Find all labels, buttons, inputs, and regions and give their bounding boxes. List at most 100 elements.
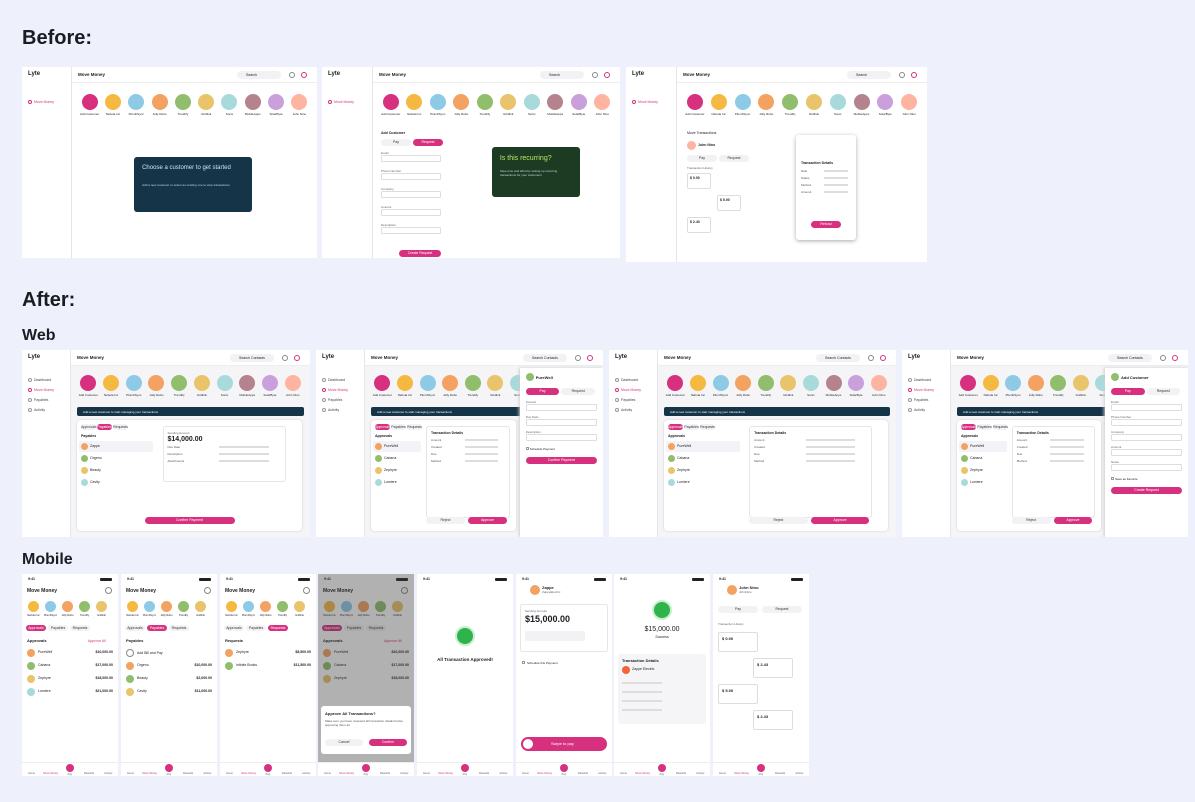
avatar-name: Trendify: [277, 614, 288, 617]
button: Approve: [467, 517, 507, 524]
list-name: PureWell: [384, 444, 399, 448]
screen: 9:41 Move Money Nebula Inc PlumbSync Jolly R…: [121, 574, 217, 776]
avatar: [382, 94, 399, 110]
check: [455, 626, 475, 646]
avatar: [570, 94, 587, 110]
detail-value: [464, 453, 499, 455]
heading: Web: [22, 327, 56, 344]
avatar-name: Add Customer: [685, 112, 705, 116]
avatar: [406, 94, 423, 110]
bubble-amount: $ 0.00: [722, 636, 734, 641]
banner-text: Add a new customer to start managing you…: [670, 409, 746, 414]
list-name: Lumiere: [38, 689, 51, 693]
button: Requests: [70, 625, 90, 631]
avatar: [375, 601, 386, 612]
list-heading: Requests: [225, 638, 244, 643]
avatar: [103, 375, 120, 391]
tab-item: Move Money: [635, 772, 651, 775]
button: Requests: [268, 625, 288, 631]
bubble: [687, 217, 711, 233]
tab-item: Activity: [598, 772, 607, 775]
nav-item: Dashboard: [914, 377, 932, 382]
pay-button: [560, 764, 568, 772]
avatar: [291, 94, 308, 110]
avatar: [171, 375, 188, 391]
avatar: [668, 443, 675, 450]
button: Payables: [97, 424, 112, 430]
search: Search: [540, 71, 584, 79]
search: Search Contacts: [523, 354, 567, 362]
status-icons: [594, 577, 606, 581]
avatar: [375, 455, 382, 462]
avatar-name: SolarByte: [263, 393, 277, 397]
avatar: [148, 375, 165, 391]
avatar: [81, 467, 88, 474]
receipt-value: [824, 170, 848, 172]
list-heading: Approvals: [668, 434, 686, 438]
avatar: [396, 375, 413, 391]
tab-item: Rewards: [774, 772, 786, 775]
receipt-status: Success: [655, 635, 669, 639]
bubble-amount: $ 2.43: [690, 220, 700, 224]
field-label: Due Date: [525, 415, 539, 419]
avatar-name: Add Customer: [80, 112, 100, 116]
tab-item: Move Money: [537, 772, 553, 775]
avatar-name: PlumbSync: [430, 112, 446, 116]
drawer-heading: PureWell: [535, 375, 553, 380]
button: Pay: [381, 139, 411, 146]
avatar: [734, 94, 751, 110]
avatar-name: Trendify: [177, 112, 189, 116]
receipt-value: [824, 177, 848, 179]
avatar-name: PlumbSync: [1005, 393, 1021, 397]
dialog: Approve All Transactions? Make sure you h…: [321, 706, 411, 754]
avatar-name: Nebula Inc: [225, 614, 238, 617]
avatar: [392, 601, 403, 612]
tab-item: Move Money: [241, 772, 257, 775]
avatar: [27, 688, 35, 696]
button: Approvals: [375, 424, 391, 430]
button: Payables: [147, 625, 167, 631]
tab-item: Pay: [265, 773, 271, 776]
icon: [294, 355, 300, 361]
page-title: Move Money: [27, 588, 58, 594]
tab-item: Rewards: [379, 772, 391, 775]
avatar: [27, 675, 35, 683]
tab-item: Home: [28, 772, 35, 775]
avatar: [782, 94, 799, 110]
form-heading: Add Customer: [381, 131, 406, 135]
tab-item: Home: [423, 772, 430, 775]
button: Requests: [993, 424, 1008, 430]
field-label: Phone Number: [1111, 415, 1132, 419]
drawer-heading: Add Customer: [1121, 375, 1149, 380]
avatar: [239, 375, 256, 391]
tab-item: Move Money: [438, 772, 454, 775]
detail-value: [219, 460, 269, 462]
tab-bar: Home Move Money Pay Rewards Activity: [614, 762, 710, 776]
button: Approvals: [125, 625, 145, 631]
button: Refund: [811, 221, 841, 228]
list-amount: $8,500.00: [295, 650, 311, 654]
page-title: Move Money: [371, 355, 399, 360]
button: Payables: [246, 625, 266, 631]
contact-sub: JohnNino: [739, 590, 752, 594]
icon: [592, 72, 598, 78]
avatar-name: PlumbSync: [712, 393, 729, 397]
avatar-name: PlumbSync: [734, 112, 751, 116]
field-label: Description: [381, 223, 397, 227]
status-icons: [692, 577, 704, 581]
pay-button: [658, 764, 666, 772]
avatar-name: Nebula Inc: [983, 393, 998, 397]
icon: [1160, 355, 1166, 361]
tab-item: Pay: [758, 773, 764, 776]
avatar-name: Nebula Inc: [407, 112, 422, 116]
tab-item: Activity: [203, 772, 212, 775]
avatar: [727, 585, 737, 595]
avatar: [174, 94, 191, 110]
field-label: Amount: [525, 400, 537, 404]
bubble: [718, 684, 758, 704]
avatar-name: Gridlink: [808, 112, 819, 116]
search: Search Contacts: [1108, 354, 1152, 362]
list-name: Zephyre: [38, 676, 51, 680]
banner: [957, 407, 1182, 416]
status-time: 9:41: [719, 577, 727, 581]
